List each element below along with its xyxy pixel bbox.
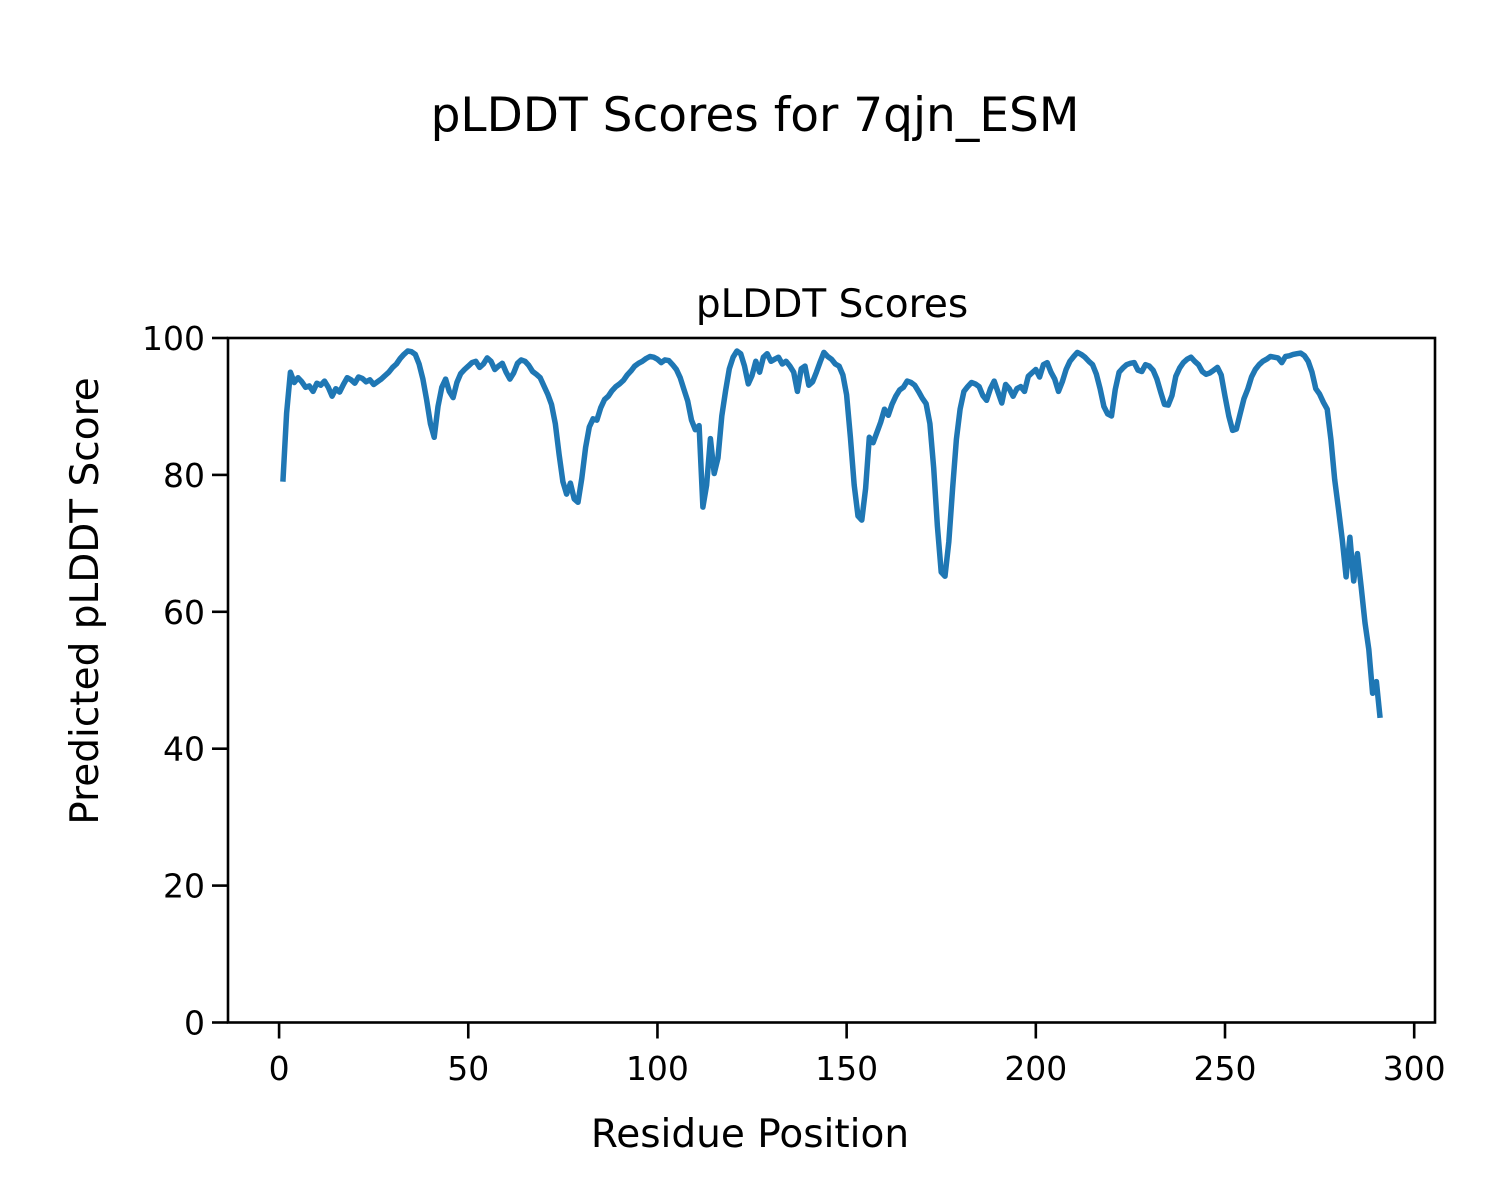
y-tick-label: 60 — [163, 593, 205, 632]
y-tick-label: 0 — [184, 1004, 205, 1043]
x-tick-label: 200 — [1004, 1049, 1067, 1088]
plddt-line — [280, 348, 1383, 719]
plot-area-frame — [226, 336, 1437, 1024]
y-axis-label: Predicted pLDDT Score — [63, 377, 108, 824]
y-tick-label: 20 — [163, 867, 205, 906]
x-tick-label: 100 — [626, 1049, 689, 1088]
y-tick-label: 40 — [163, 730, 205, 769]
y-tick-label: 100 — [142, 319, 205, 358]
x-tick-label: 150 — [815, 1049, 878, 1088]
figure-title: pLDDT Scores for 7qjn_ESM — [431, 88, 1080, 143]
x-tick-label: 0 — [269, 1049, 290, 1088]
x-tick-label: 50 — [447, 1049, 489, 1088]
axes-title: pLDDT Scores — [696, 282, 968, 327]
axis-ticks: 0 50 100 150 200 250 300 0 20 40 60 80 100 — [142, 319, 1446, 1088]
y-tick-label: 80 — [163, 456, 205, 495]
x-tick-label: 250 — [1194, 1049, 1257, 1088]
x-axis-label: Residue Position — [591, 1112, 909, 1157]
x-tick-label: 300 — [1383, 1049, 1446, 1088]
